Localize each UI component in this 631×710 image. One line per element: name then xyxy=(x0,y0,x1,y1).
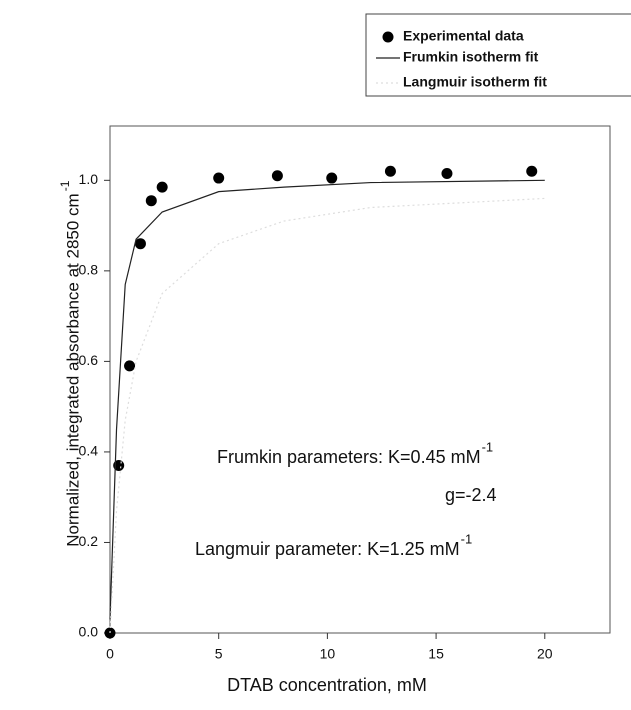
annotation-sup: -1 xyxy=(461,531,473,546)
legend-marker xyxy=(382,31,394,43)
legend-label: Langmuir isotherm fit xyxy=(403,74,547,90)
x-tick-label: 5 xyxy=(215,646,223,662)
data-point xyxy=(213,172,225,184)
plot-frame xyxy=(109,125,611,634)
x-tick-label: 20 xyxy=(537,646,553,662)
x-axis-label: DTAB concentration, mM xyxy=(227,675,427,695)
legend-label: Frumkin isotherm fit xyxy=(403,49,539,65)
y-axis-label-sup: -1 xyxy=(58,180,72,191)
y-tick-label: 0.0 xyxy=(79,624,99,640)
data-point xyxy=(441,168,453,180)
annotation: Frumkin parameters: K=0.45 mM xyxy=(217,447,481,467)
data-point xyxy=(134,238,146,250)
legend-label: Experimental data xyxy=(403,28,524,44)
data-point xyxy=(271,170,283,182)
annotation: Langmuir parameter: K=1.25 mM xyxy=(195,539,460,559)
annotation-sup: -1 xyxy=(482,439,494,454)
y-tick-label: 1.0 xyxy=(79,171,99,187)
data-point xyxy=(124,360,136,372)
fit-line xyxy=(109,179,545,620)
x-tick-label: 10 xyxy=(320,646,336,662)
y-tick-label: 0.6 xyxy=(79,352,99,368)
annotation: g=-2.4 xyxy=(445,485,497,505)
x-tick-label: 0 xyxy=(106,646,114,662)
legend-box xyxy=(365,13,631,97)
data-point xyxy=(526,165,538,177)
y-tick-label: 0.2 xyxy=(79,533,99,549)
data-point xyxy=(384,165,396,177)
data-point xyxy=(326,172,338,184)
x-tick-label: 15 xyxy=(428,646,444,662)
fit-line xyxy=(109,197,545,634)
y-tick-label: 0.4 xyxy=(79,443,99,459)
y-axis-label: Normalized, integrated absorbance at 285… xyxy=(63,193,82,546)
y-tick-label: 0.8 xyxy=(79,262,99,278)
data-point xyxy=(156,181,168,193)
data-point xyxy=(145,195,157,207)
